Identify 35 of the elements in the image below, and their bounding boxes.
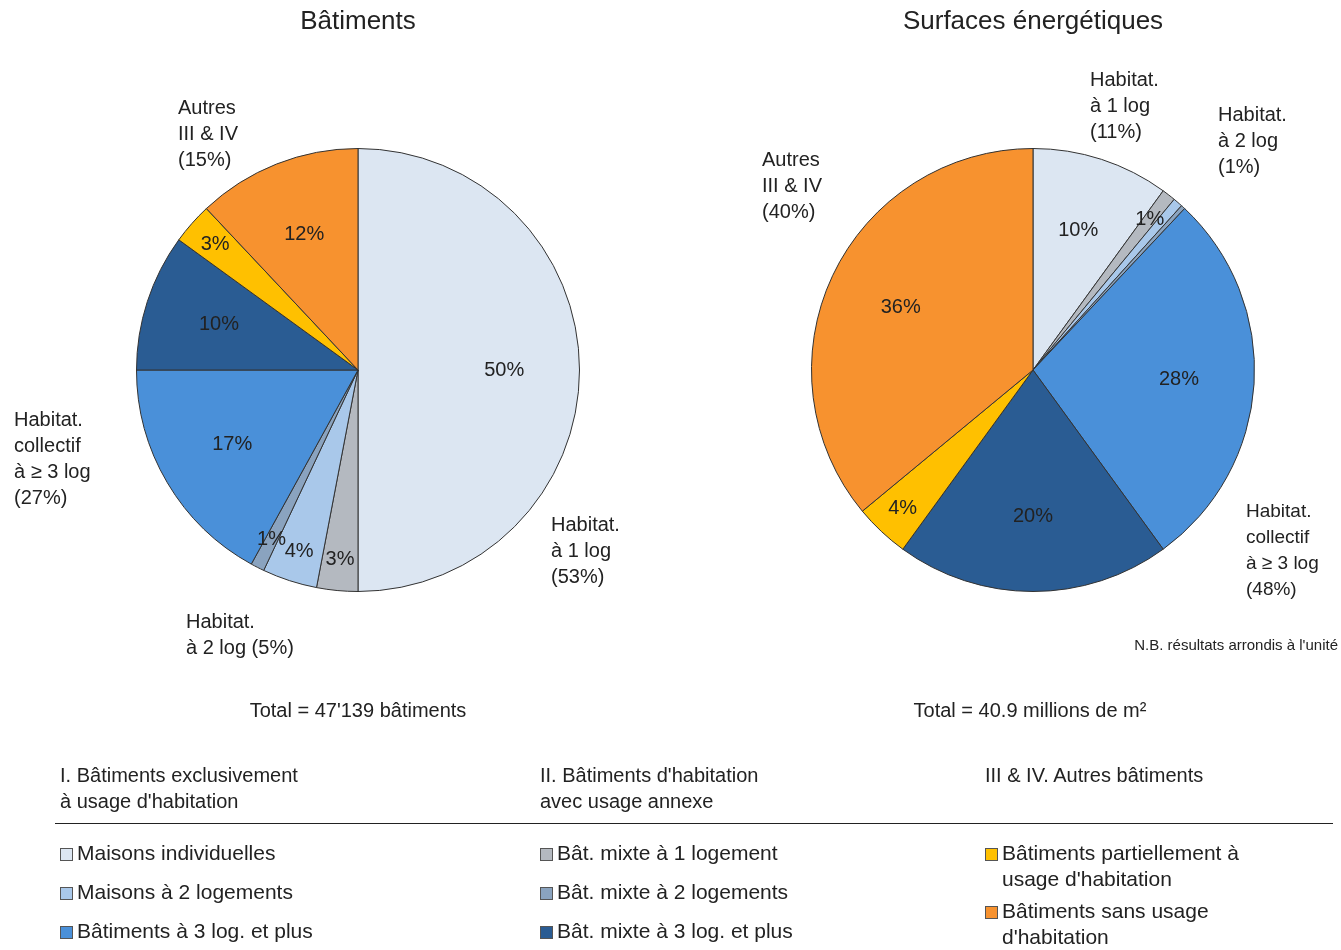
data-label: 10%	[1058, 218, 1099, 241]
text: Autres III & IV (40%)	[762, 147, 823, 222]
legend-label: Bât. mixte à 2 logements	[557, 879, 789, 905]
text: Habitat. à 2 log (1%)	[1218, 102, 1287, 177]
legend-label: Maisons à 2 logements	[77, 879, 293, 905]
legend-label: Bât. mixte à 3 log. et plus	[557, 918, 793, 944]
data-label: 3%	[200, 231, 230, 254]
text: Total = 47'139 bâtiments	[249, 698, 467, 721]
legend-label: Maisons individuelles	[77, 840, 276, 866]
legend-label: Bâtiments à 3 log. et plus	[77, 918, 313, 944]
data-label: 28%	[1158, 366, 1200, 389]
text: Habitat. collectif à ≥ 3 log (27%)	[14, 407, 91, 508]
text: Habitat. à 1 log (11%)	[1090, 67, 1159, 142]
text: Autres III & IV (15%)	[178, 95, 239, 170]
legend-label: Bâtiments partiellement à usage d'habitation	[1002, 840, 1240, 892]
data-label: 4%	[888, 496, 918, 519]
chart-title: Surfaces énergétiques	[902, 5, 1164, 36]
text: I. Bâtiments exclusivement à usage d'habitation	[60, 763, 298, 814]
text: Total = 40.9 millions de m²	[913, 698, 1147, 721]
data-label: 50%	[484, 357, 525, 380]
text: N.B. résultats arrondis à l'unité	[1134, 636, 1338, 654]
legend-label: Bât. mixte à 1 logement	[557, 840, 778, 866]
text: Habitat. collectif à ≥ 3 log (48%)	[1246, 500, 1319, 600]
data-label: 3%	[325, 547, 355, 570]
data-label: 12%	[284, 221, 325, 244]
text: II. Bâtiments d'habitation avec usage annexe	[540, 763, 759, 814]
data-label: 20%	[1012, 503, 1054, 526]
data-label: 36%	[880, 295, 921, 318]
text: III & IV. Autres bâtiments	[985, 763, 1204, 788]
data-label: 17%	[212, 431, 253, 454]
legend-label: Bâtiments sans usage d'habitation	[1002, 898, 1210, 950]
data-label: 10%	[198, 312, 240, 335]
text: Habitat. à 2 log (5%)	[186, 609, 294, 658]
text: Habitat. à 1 log (53%)	[551, 512, 620, 587]
chart-title: Bâtiments	[300, 5, 416, 36]
